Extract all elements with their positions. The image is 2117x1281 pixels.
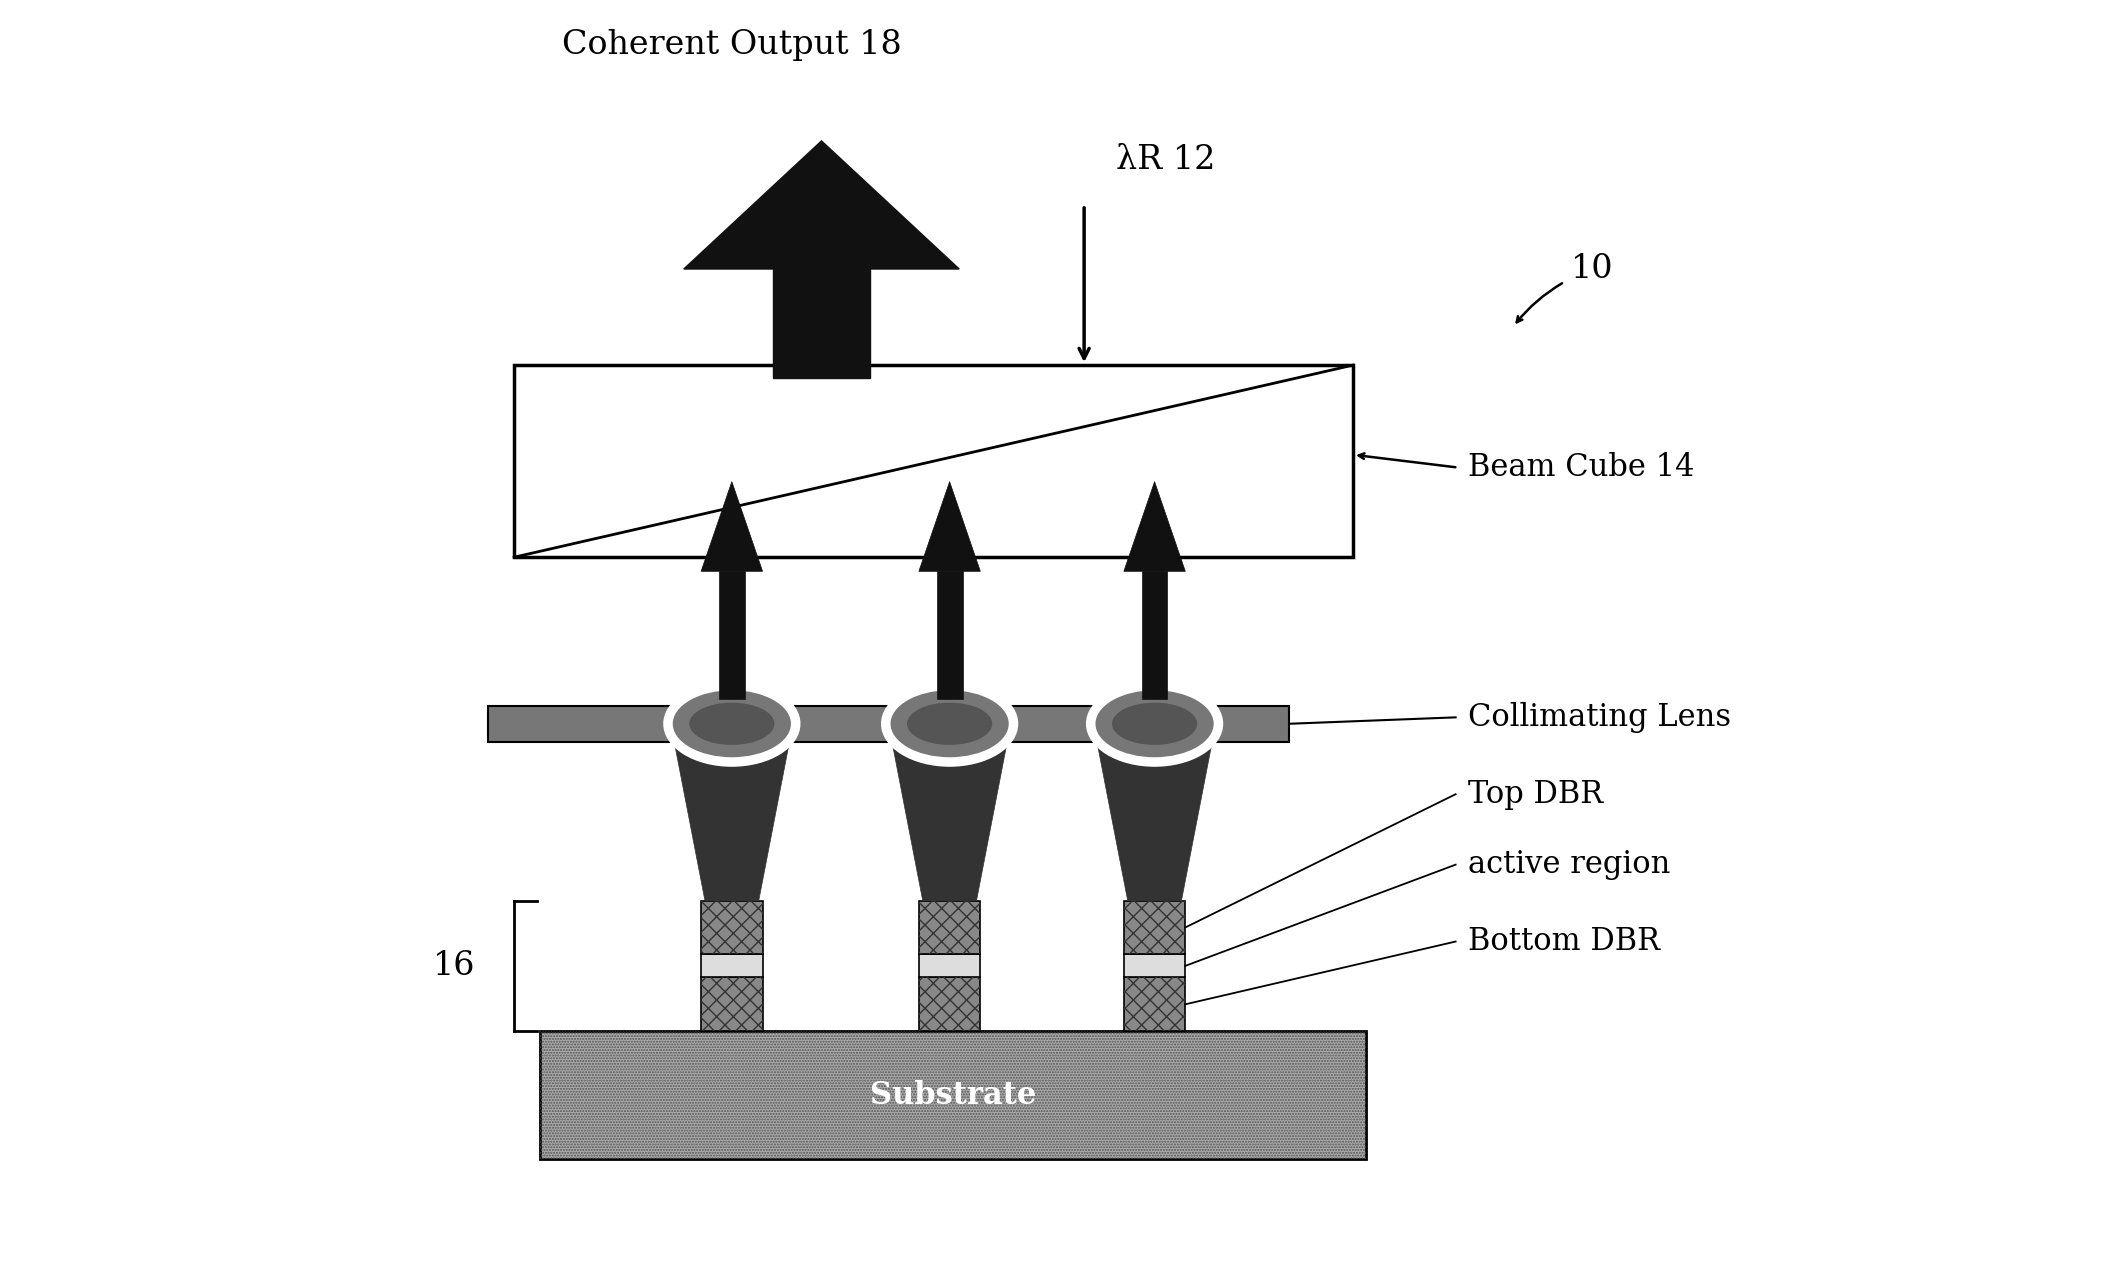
Ellipse shape (1094, 689, 1215, 758)
Text: Beam Cube 14: Beam Cube 14 (1469, 452, 1696, 483)
Polygon shape (1141, 571, 1166, 699)
Text: Coherent Output 18: Coherent Output 18 (561, 29, 902, 60)
Ellipse shape (1088, 681, 1222, 766)
FancyBboxPatch shape (1124, 977, 1186, 1031)
Text: Substrate: Substrate (870, 1080, 1035, 1111)
Ellipse shape (906, 702, 993, 744)
FancyBboxPatch shape (919, 901, 980, 954)
Ellipse shape (690, 702, 775, 744)
FancyBboxPatch shape (919, 977, 980, 1031)
Polygon shape (720, 571, 745, 699)
FancyBboxPatch shape (514, 365, 1353, 557)
FancyBboxPatch shape (701, 954, 762, 977)
Text: Top DBR: Top DBR (1469, 779, 1603, 810)
FancyBboxPatch shape (701, 977, 762, 1031)
Polygon shape (673, 742, 790, 901)
Polygon shape (773, 269, 870, 378)
Polygon shape (1124, 482, 1186, 571)
Text: Collimating Lens: Collimating Lens (1469, 702, 1732, 733)
Polygon shape (701, 482, 762, 571)
Ellipse shape (665, 681, 798, 766)
Text: λR 12: λR 12 (1116, 145, 1215, 175)
Polygon shape (891, 742, 1008, 901)
Ellipse shape (883, 681, 1016, 766)
Polygon shape (919, 482, 980, 571)
Text: active region: active region (1469, 849, 1670, 880)
Polygon shape (1097, 742, 1213, 901)
Polygon shape (684, 141, 959, 269)
FancyBboxPatch shape (540, 1031, 1365, 1159)
Ellipse shape (1111, 702, 1198, 744)
FancyBboxPatch shape (1124, 954, 1186, 977)
FancyBboxPatch shape (489, 706, 1289, 742)
FancyBboxPatch shape (919, 954, 980, 977)
Text: 10: 10 (1571, 254, 1613, 284)
Ellipse shape (671, 689, 792, 758)
Polygon shape (936, 571, 963, 699)
FancyBboxPatch shape (1124, 901, 1186, 954)
Ellipse shape (889, 689, 1010, 758)
Text: 16: 16 (434, 951, 476, 981)
FancyBboxPatch shape (701, 901, 762, 954)
Text: Bottom DBR: Bottom DBR (1469, 926, 1660, 957)
